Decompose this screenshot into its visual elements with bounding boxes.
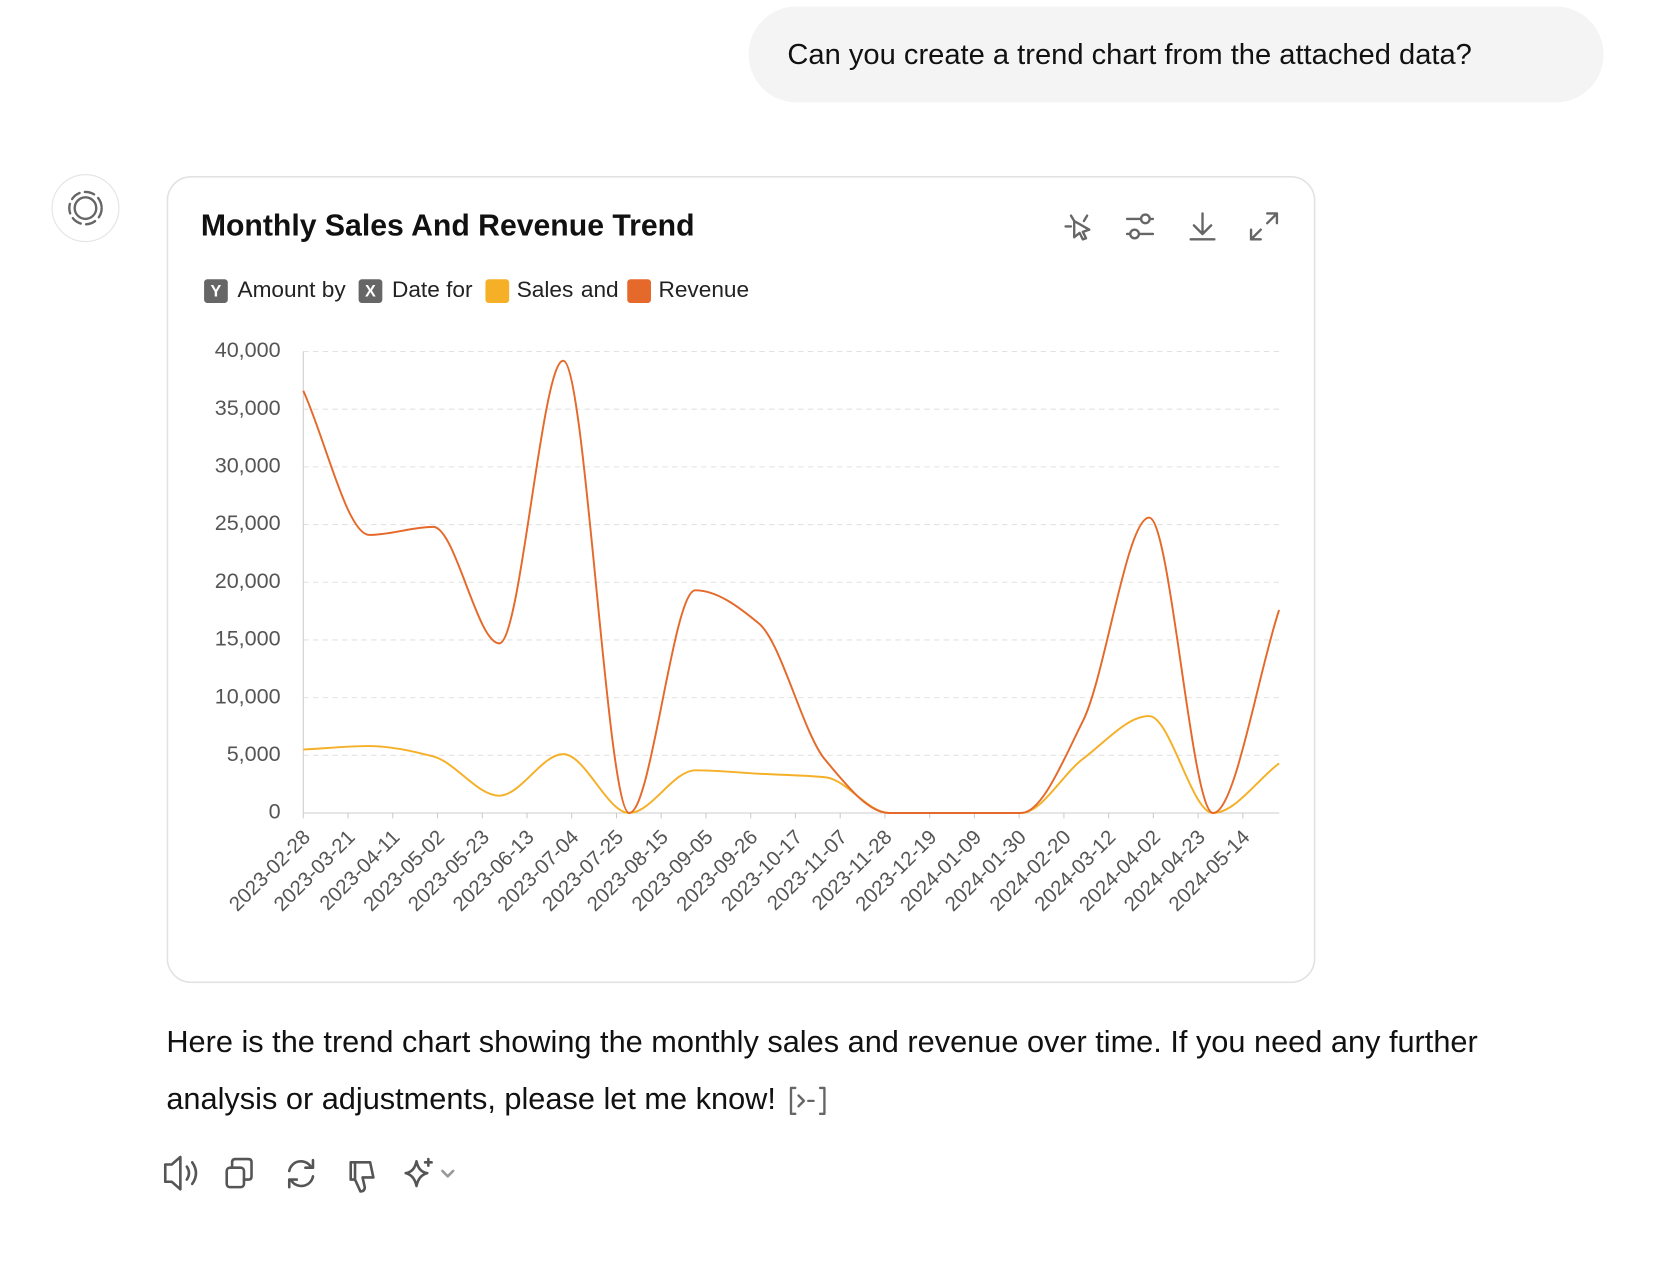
y-tick-label: 20,000 <box>215 568 281 593</box>
y-tick-label: 15,000 <box>215 626 281 651</box>
legend-badge <box>358 279 383 303</box>
source-icon[interactable] <box>789 1086 826 1115</box>
legend-text: Amount by <box>238 277 347 302</box>
response-line: analysis or adjustments, please let me k… <box>166 1081 776 1116</box>
model-icon[interactable] <box>404 1157 455 1188</box>
legend-text: Revenue <box>659 277 750 302</box>
legend-text: Sales <box>517 277 574 302</box>
chart-card <box>166 176 1316 984</box>
legend-swatch <box>485 279 510 303</box>
select-icon[interactable] <box>1064 214 1091 241</box>
read-aloud-icon[interactable] <box>163 1155 198 1191</box>
legend-badge <box>204 279 228 303</box>
legend-text: Date for <box>392 277 473 302</box>
y-tick-label: 30,000 <box>215 453 281 478</box>
dislike-icon[interactable] <box>349 1161 375 1193</box>
series-line <box>302 359 1280 814</box>
y-tick-label: 25,000 <box>215 510 281 535</box>
copy-icon[interactable] <box>225 1157 253 1189</box>
chart-title: Monthly Sales And Revenue Trend <box>201 209 695 242</box>
user-message: Can you create a trend chart from the at… <box>787 39 1471 71</box>
legend-badge-letter: X <box>365 282 376 300</box>
y-tick-label: 40,000 <box>215 337 281 362</box>
legend-swatch <box>627 279 651 303</box>
legend: Y Amount by X Date for Sales and Revenue <box>204 277 749 303</box>
expand-icon[interactable] <box>1249 212 1279 241</box>
assistant-avatar <box>51 174 120 243</box>
legend-joiner: and <box>581 277 619 302</box>
y-tick-label: 5,000 <box>227 741 281 766</box>
download-icon[interactable] <box>1189 212 1216 241</box>
settings-icon[interactable] <box>1125 213 1155 240</box>
series-line <box>303 715 1280 814</box>
response-line: Here is the trend chart showing the mont… <box>166 1024 1477 1059</box>
user-bubble <box>748 6 1604 103</box>
y-tick-label: 10,000 <box>215 683 281 708</box>
y-tick-label: 35,000 <box>215 395 281 420</box>
y-tick-label: 0 <box>269 799 281 824</box>
regenerate-icon[interactable] <box>287 1158 315 1189</box>
legend-badge-letter: Y <box>211 282 222 300</box>
assistant-logo <box>68 190 103 226</box>
